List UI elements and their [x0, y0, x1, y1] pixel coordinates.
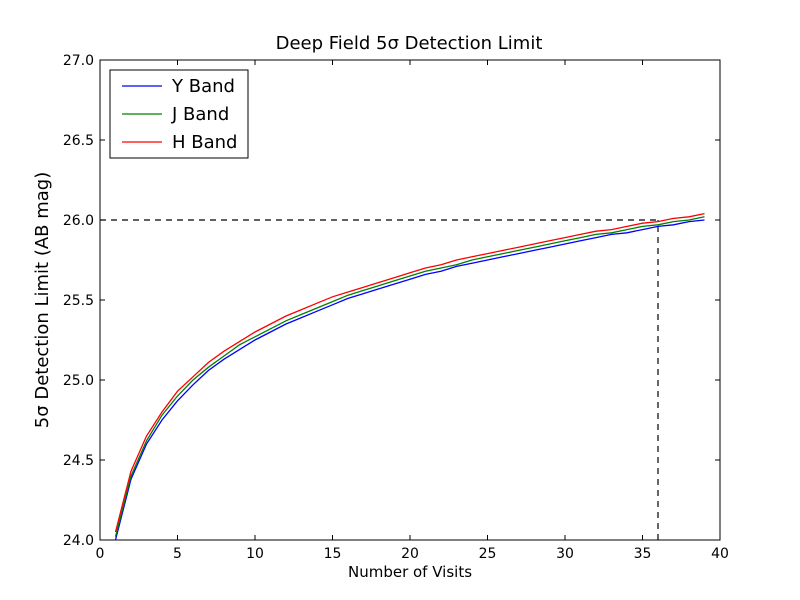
- y-tick-label: 27.0: [63, 53, 94, 69]
- x-tick-label: 40: [711, 546, 729, 562]
- reference-lines: [100, 219, 659, 540]
- series-layer: [114, 212, 705, 541]
- x-tick-label: 15: [324, 546, 342, 562]
- x-tick-label: 35: [634, 546, 652, 562]
- x-axis-label: Number of Visits: [348, 563, 472, 581]
- y-tick-label: 26.0: [63, 213, 94, 229]
- x-tick-label: 5: [173, 546, 182, 562]
- legend-label: Y Band: [171, 76, 235, 97]
- legend-label: H Band: [172, 132, 237, 153]
- x-tick-label: 20: [401, 546, 419, 562]
- legend-label: J Band: [171, 104, 229, 125]
- legend: Y Band J Band H Band: [109, 69, 249, 159]
- series-line-y-band: [114, 219, 705, 541]
- x-tick-label: 0: [96, 546, 105, 562]
- chart-title: Deep Field 5σ Detection Limit: [276, 33, 543, 54]
- y-tick-label: 26.5: [63, 133, 94, 149]
- y-axis-ticks: 24.0 24.5 25.0 25.5 26.0 26.5 27.0: [63, 53, 720, 549]
- x-axis-ticks: 0 5 10 15 20 25 30 35 40: [96, 60, 729, 562]
- series-line-j-band: [114, 216, 705, 537]
- y-tick-label: 24.0: [63, 533, 94, 549]
- y-tick-label: 24.5: [63, 453, 94, 469]
- x-tick-label: 30: [556, 546, 574, 562]
- x-tick-label: 25: [479, 546, 497, 562]
- y-tick-label: 25.5: [63, 293, 94, 309]
- x-tick-label: 10: [246, 546, 264, 562]
- series-line-h-band: [114, 212, 705, 533]
- y-axis-label: 5σ Detection Limit (AB mag): [32, 172, 53, 429]
- y-tick-label: 25.0: [63, 373, 94, 389]
